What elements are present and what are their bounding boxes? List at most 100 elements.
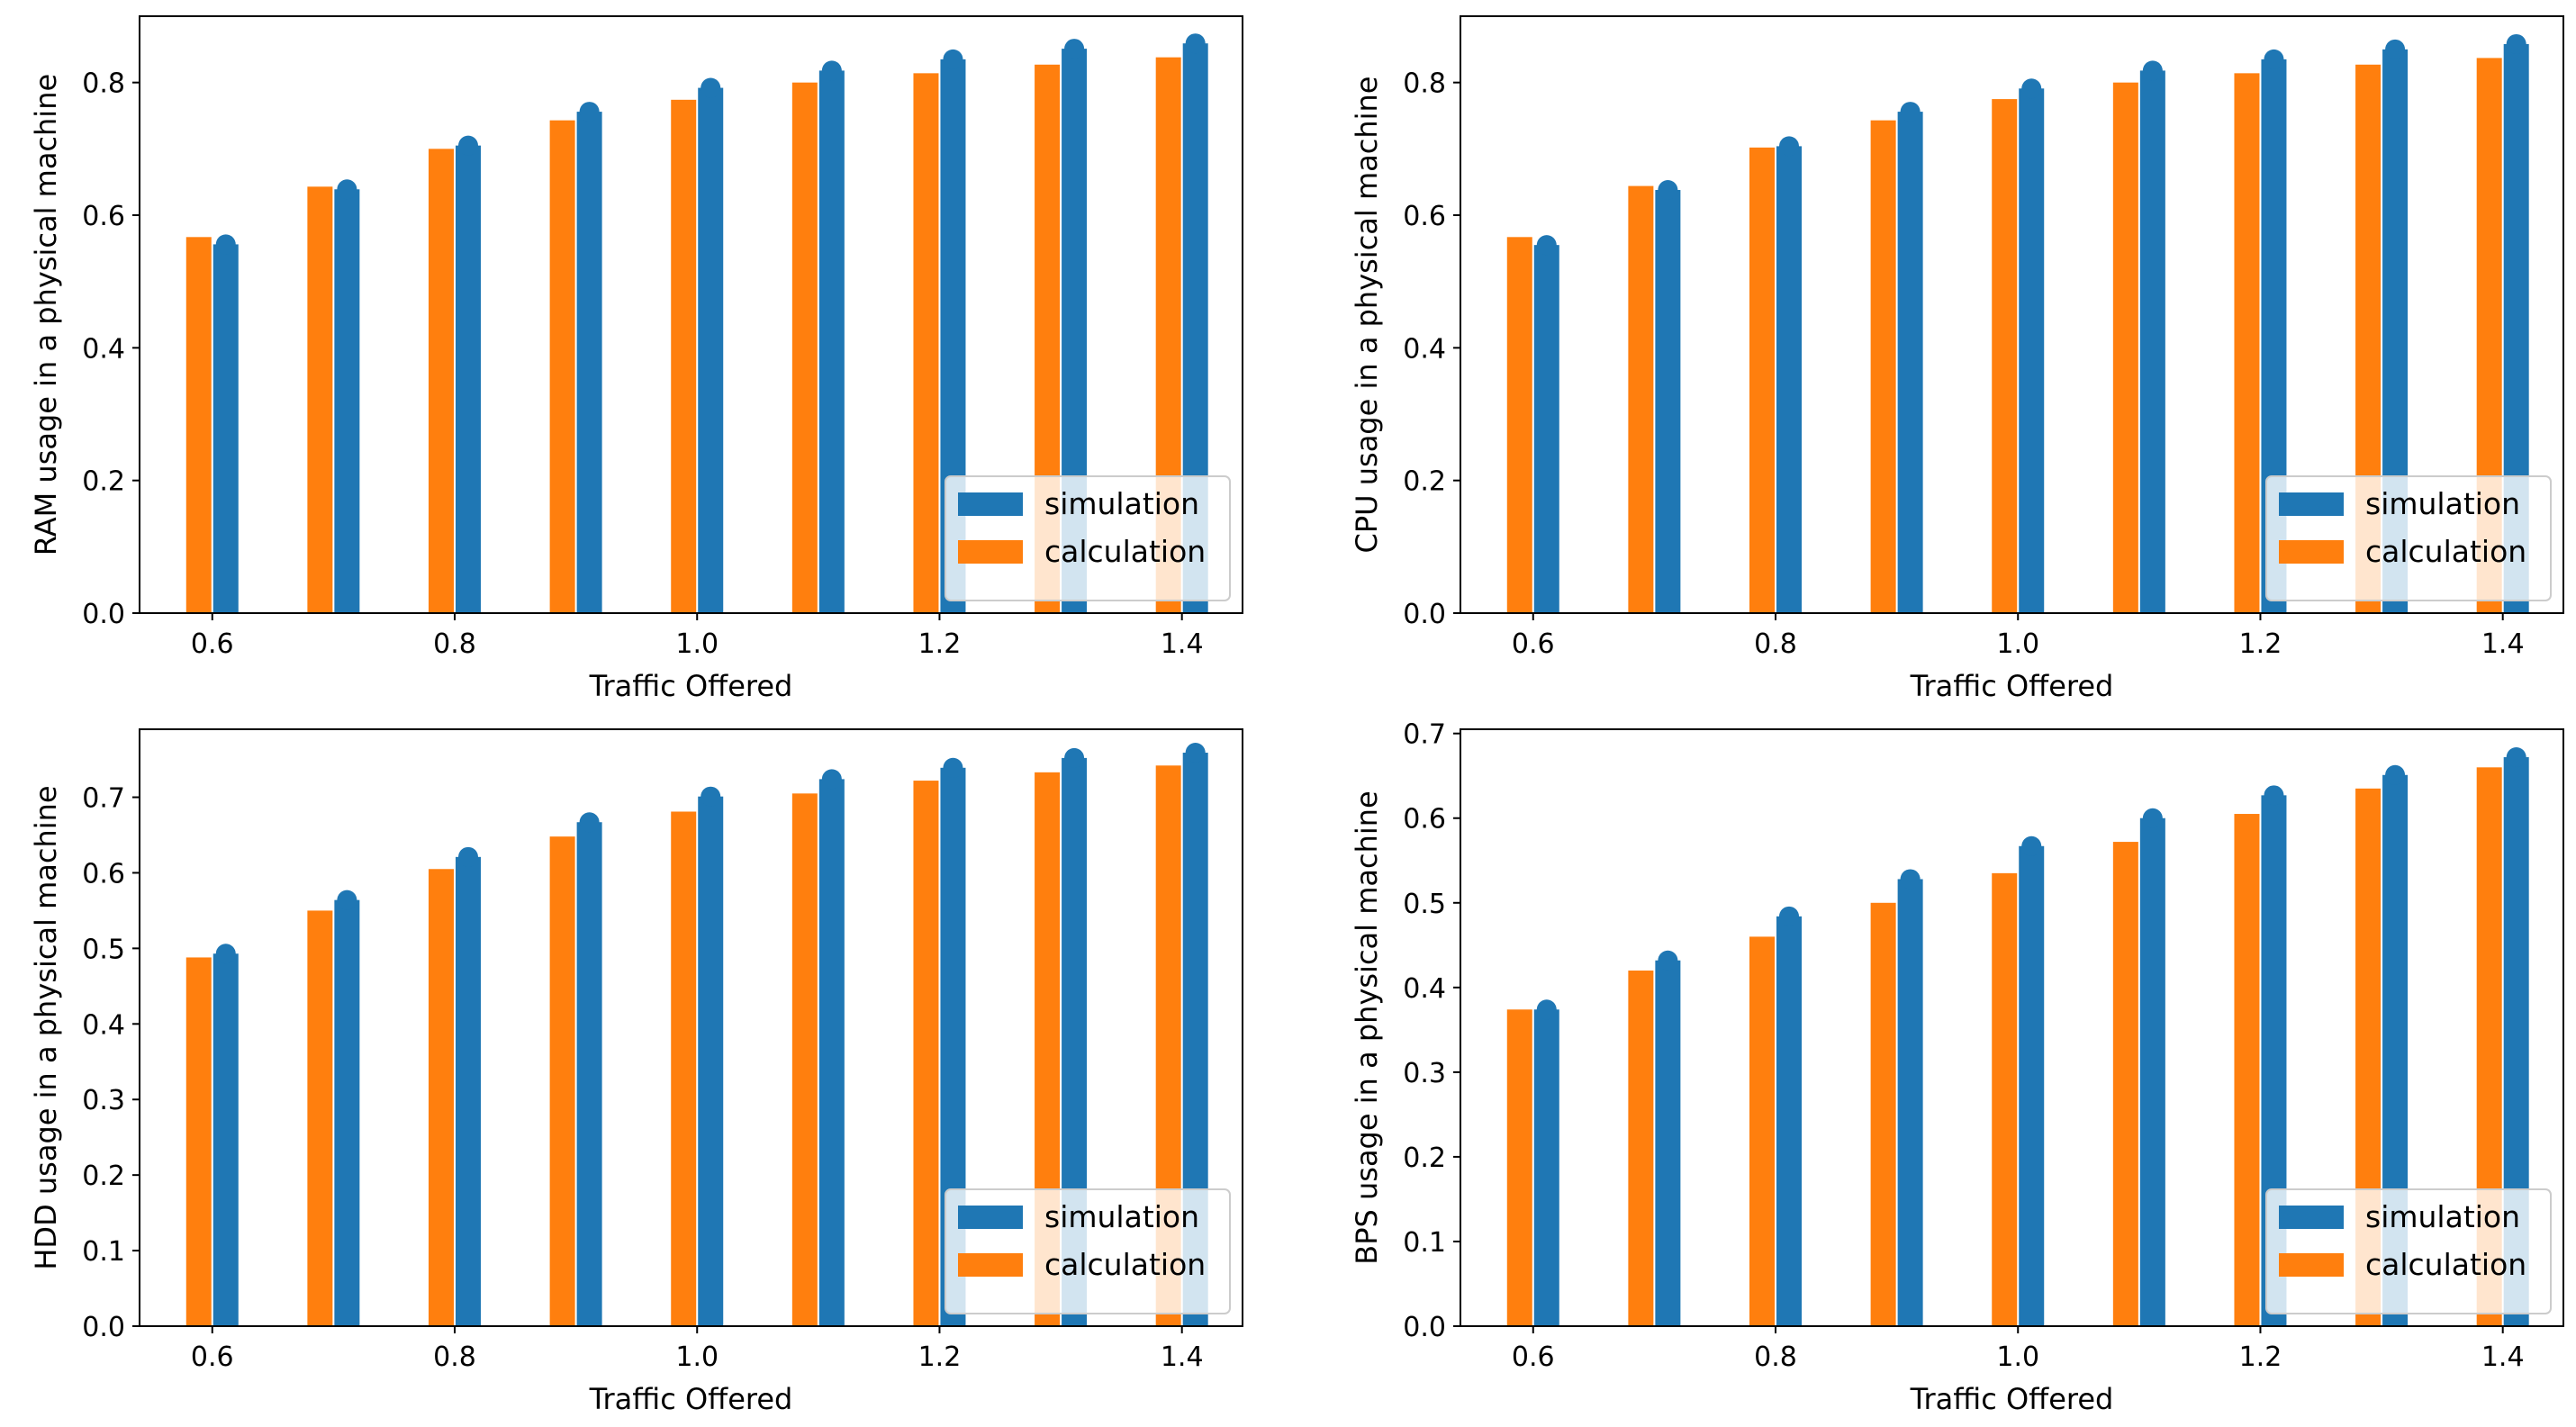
- point-simulation: [700, 786, 721, 807]
- legend-swatch-simulation: [958, 492, 1023, 516]
- x-tick-label: 0.8: [433, 1341, 476, 1373]
- y-tick-label: 0.2: [1403, 466, 1446, 498]
- bar-calculation: [307, 186, 333, 613]
- point-simulation: [1536, 999, 1557, 1020]
- point-simulation: [2264, 49, 2284, 69]
- x-tick-label: 0.8: [433, 628, 476, 660]
- point-simulation: [1779, 906, 1799, 926]
- x-tick-label: 0.6: [191, 1341, 234, 1373]
- y-tick-label: 0.5: [1403, 889, 1446, 920]
- y-axis-label: HDD usage in a physical machine: [29, 785, 63, 1269]
- bar-calculation: [429, 149, 454, 613]
- point-simulation: [215, 944, 236, 964]
- x-tick-label: 1.4: [2481, 628, 2525, 660]
- bar-simulation: [1776, 146, 1802, 613]
- x-axis-label: Traffic Offered: [1910, 1382, 2114, 1416]
- legend: simulation calculation: [945, 1188, 1231, 1314]
- bar-calculation: [1749, 147, 1775, 614]
- bar-simulation: [334, 189, 360, 613]
- x-tick-label: 0.6: [1512, 628, 1555, 660]
- legend-swatch-simulation: [2279, 1206, 2344, 1229]
- bar-simulation: [2019, 88, 2045, 614]
- bar-simulation: [456, 145, 481, 613]
- bar-calculation: [307, 910, 333, 1326]
- bar-calculation: [2234, 814, 2260, 1326]
- bar-simulation: [2139, 70, 2165, 613]
- legend-label-simulation: simulation: [1044, 486, 1199, 521]
- y-tick-label: 0.4: [1403, 333, 1446, 365]
- bar-simulation: [2139, 817, 2165, 1326]
- bar-calculation: [549, 836, 575, 1326]
- y-tick-label: 0.6: [1403, 804, 1446, 835]
- point-simulation: [2021, 835, 2042, 856]
- x-tick-label: 1.0: [1996, 628, 2039, 660]
- legend-swatch-simulation: [958, 1206, 1023, 1229]
- point-simulation: [1064, 39, 1085, 59]
- point-simulation: [579, 812, 600, 833]
- point-simulation: [1900, 869, 1921, 890]
- bar-simulation: [1655, 960, 1681, 1326]
- point-simulation: [821, 769, 842, 790]
- bar-simulation: [1897, 112, 1923, 613]
- point-simulation: [458, 846, 478, 867]
- y-tick-label: 0.6: [1403, 201, 1446, 232]
- point-simulation: [2506, 33, 2526, 54]
- point-simulation: [2021, 78, 2042, 99]
- bar-simulation: [212, 244, 239, 613]
- y-tick-label: 0.2: [82, 466, 125, 498]
- bar-calculation: [1628, 185, 1654, 613]
- point-simulation: [1185, 743, 1206, 763]
- bar-calculation: [185, 957, 212, 1326]
- bar-simulation: [818, 779, 845, 1326]
- bar-calculation: [671, 811, 697, 1326]
- point-simulation: [215, 234, 236, 255]
- point-simulation: [337, 890, 357, 910]
- bar-calculation: [913, 73, 939, 614]
- legend: simulation calculation: [945, 475, 1231, 601]
- axes-frame: [139, 728, 1243, 1327]
- y-tick-label: 0.6: [82, 858, 125, 890]
- x-tick-label: 0.8: [1754, 628, 1797, 660]
- y-tick-label: 0.2: [82, 1161, 125, 1192]
- y-tick-label: 0.2: [1403, 1143, 1446, 1174]
- point-simulation: [2506, 747, 2526, 768]
- y-tick-label: 0.0: [1403, 599, 1446, 630]
- point-simulation: [2142, 808, 2163, 828]
- point-simulation: [1658, 950, 1678, 971]
- x-tick-label: 1.4: [2481, 1341, 2525, 1373]
- legend-label-calculation: calculation: [2365, 1247, 2526, 1282]
- bar-calculation: [549, 120, 575, 613]
- legend-label-simulation: simulation: [2365, 1199, 2520, 1234]
- x-tick-label: 0.6: [1512, 1341, 1555, 1373]
- y-tick-label: 0.8: [82, 68, 125, 100]
- axes-frame: [1460, 15, 2564, 614]
- legend-swatch-calculation: [958, 540, 1023, 564]
- y-axis-label: CPU usage in a physical machine: [1350, 77, 1384, 554]
- x-tick-label: 1.0: [1996, 1341, 2039, 1373]
- bar-calculation: [671, 99, 697, 613]
- point-simulation: [943, 757, 963, 778]
- y-tick-label: 0.4: [1403, 973, 1446, 1005]
- legend: simulation calculation: [2265, 475, 2552, 601]
- chart-panel-3: 0.6 0.8 1.0 1.2 1.4 0.0 0.1 0.2 0.3 0.4 0.5 0.6 0.7 T…: [29, 728, 1243, 1416]
- point-simulation: [458, 135, 478, 156]
- bar-calculation: [1749, 936, 1775, 1326]
- point-simulation: [1658, 180, 1678, 201]
- legend-swatch-calculation: [2279, 540, 2344, 564]
- y-tick-label: 0.5: [82, 934, 125, 965]
- y-tick-label: 0.4: [82, 1009, 125, 1041]
- legend-label-calculation: calculation: [1044, 1247, 1206, 1282]
- y-tick-label: 0.4: [82, 333, 125, 365]
- point-simulation: [943, 49, 963, 69]
- bar-simulation: [212, 953, 239, 1326]
- bar-calculation: [2112, 82, 2138, 614]
- bar-simulation: [456, 856, 481, 1326]
- bar-calculation: [429, 869, 454, 1326]
- chart-panel-1: 0.6 0.8 1.0 1.2 1.4 0.0 0.2 0.4 0.6 0.8 Traffic Of…: [29, 15, 1243, 703]
- point-simulation: [2142, 60, 2163, 81]
- bar-calculation: [2234, 73, 2260, 614]
- bar-simulation: [576, 822, 602, 1326]
- x-tick-label: 1.2: [918, 628, 962, 660]
- x-tick-label: 1.0: [675, 628, 719, 660]
- y-tick-label: 0.7: [1403, 719, 1446, 751]
